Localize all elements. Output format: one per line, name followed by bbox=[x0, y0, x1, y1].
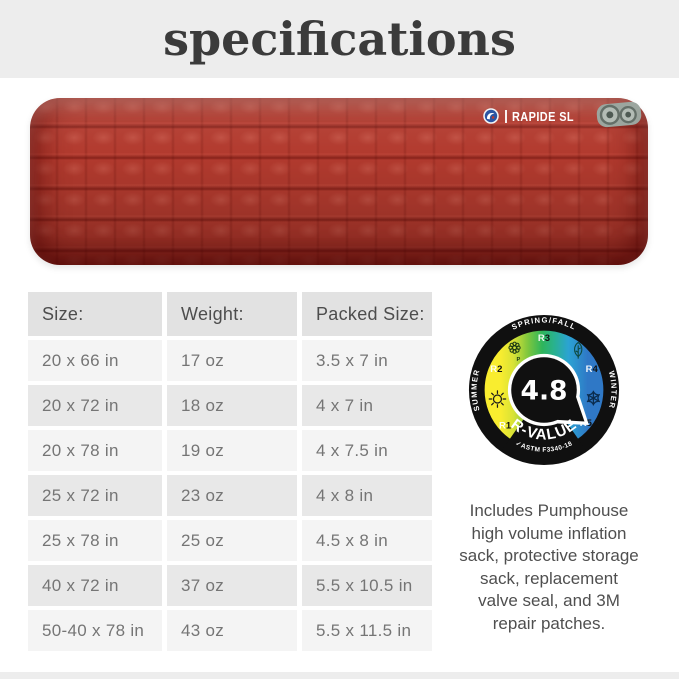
sun-icon bbox=[488, 390, 507, 408]
flower-icon bbox=[508, 341, 521, 354]
spec-cell: 23 oz bbox=[167, 475, 297, 516]
note-line: sack, protective storage bbox=[459, 546, 639, 565]
bottom-banner bbox=[0, 672, 679, 679]
spec-cell: 37 oz bbox=[167, 565, 297, 606]
r-value-badge-graphic: P bbox=[468, 314, 620, 466]
note-line: high volume inflation bbox=[471, 523, 627, 543]
r-value-number: 4.8 bbox=[520, 376, 567, 407]
spec-cell: 4.5 x 8 in bbox=[302, 520, 432, 561]
spec-cell: 5.5 x 11.5 in bbox=[302, 610, 432, 651]
spec-cell: 4 x 8 in bbox=[302, 475, 432, 516]
spec-cell: 43 oz bbox=[167, 610, 297, 651]
flower-p-label: P bbox=[516, 357, 520, 363]
note-line: sack, replacement bbox=[480, 568, 618, 588]
note-line: repair patches. bbox=[492, 613, 606, 633]
note-line: valve seal, and 3M bbox=[478, 591, 620, 610]
col-header-packed: Packed Size: bbox=[302, 292, 432, 336]
spec-cell: 40 x 72 in bbox=[28, 565, 162, 606]
title-banner: specifications bbox=[0, 0, 679, 78]
spec-cell: 19 oz bbox=[167, 430, 297, 471]
includes-note: Includes Pumphouse high volume inflation… bbox=[437, 500, 661, 635]
spec-cell: 17 oz bbox=[167, 340, 297, 381]
spec-cell: 18 oz bbox=[167, 385, 297, 426]
spec-cell: 4 x 7 in bbox=[302, 385, 432, 426]
col-header-size: Size: bbox=[28, 292, 162, 336]
spec-cell: 25 x 72 in bbox=[28, 475, 162, 516]
r3-label: R3 bbox=[538, 333, 550, 344]
brand-divider bbox=[505, 109, 508, 123]
brand-logo-icon bbox=[483, 108, 499, 124]
col-header-weight: Weight: bbox=[167, 292, 297, 336]
spec-cell: 4 x 7.5 in bbox=[302, 430, 432, 471]
spec-cell: 3.5 x 7 in bbox=[302, 340, 432, 381]
r4-label: R4 bbox=[586, 364, 599, 375]
value-bubble: 4.8 bbox=[507, 353, 589, 427]
page-title: specifications bbox=[163, 12, 516, 66]
valve-icon bbox=[596, 101, 642, 128]
badge-bottom-wedge bbox=[501, 390, 587, 465]
leaf-icon bbox=[574, 341, 583, 359]
spec-cell: 20 x 78 in bbox=[28, 430, 162, 471]
snowflake-icon bbox=[586, 390, 600, 406]
spec-cell: 20 x 72 in bbox=[28, 385, 162, 426]
r1-label: R1 bbox=[499, 420, 512, 431]
specs-table: Size: Weight: Packed Size: 20 x 66 in 17… bbox=[28, 292, 432, 651]
product-image: RAPIDE SL bbox=[30, 98, 648, 265]
spec-cell: 25 oz bbox=[167, 520, 297, 561]
spec-cell: 20 x 66 in bbox=[28, 340, 162, 381]
brand-label: RAPIDE SL bbox=[512, 108, 575, 124]
r-value-badge: P bbox=[468, 314, 620, 466]
brand-row: RAPIDE SL bbox=[482, 106, 586, 126]
season-winter-label: WINTER bbox=[607, 370, 619, 410]
spec-cell: 5.5 x 10.5 in bbox=[302, 565, 432, 606]
spec-cell: 25 x 78 in bbox=[28, 520, 162, 561]
note-line: Includes Pumphouse bbox=[469, 501, 629, 520]
spec-cell: 50-40 x 78 in bbox=[28, 610, 162, 651]
r2-label: R2 bbox=[490, 364, 502, 375]
